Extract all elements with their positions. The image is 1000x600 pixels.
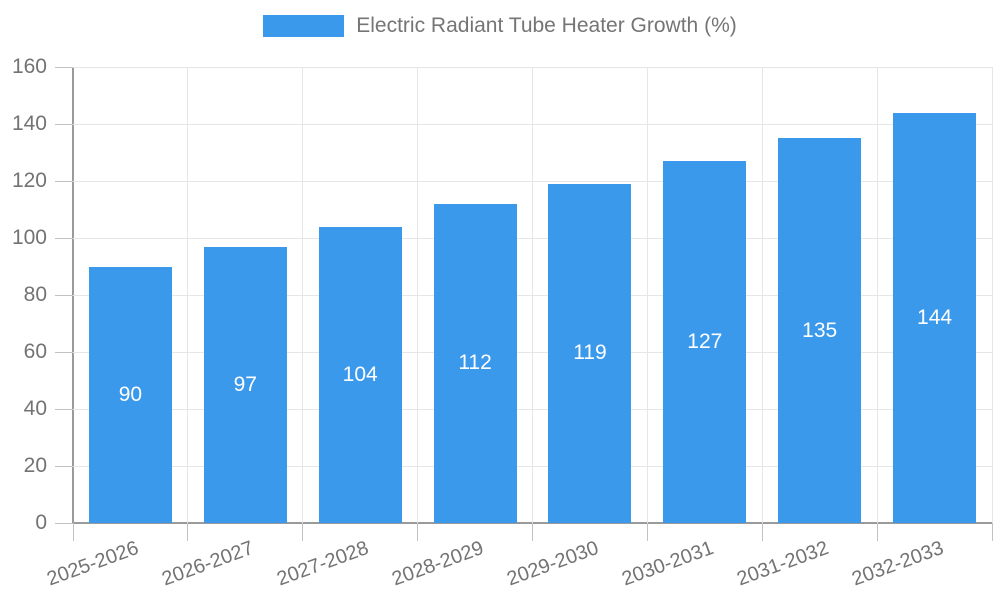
x-axis-tick — [761, 523, 763, 541]
y-axis-tick — [55, 66, 73, 68]
y-axis-tick — [55, 294, 73, 296]
v-gridline — [991, 67, 993, 523]
x-axis-tick — [532, 523, 533, 541]
bar-value-label: 144 — [917, 305, 953, 329]
x-axis-tick-label: 2026-2027 — [159, 537, 257, 591]
bar-value-label: 104 — [342, 362, 378, 386]
bar-value-label: 97 — [233, 372, 257, 396]
legend-swatch-icon — [263, 15, 345, 37]
legend-label: Electric Radiant Tube Heater Growth (%) — [356, 14, 737, 37]
x-axis-tick — [991, 523, 993, 541]
x-axis-tick — [187, 523, 189, 541]
v-gridline — [532, 67, 533, 523]
bar-2028-2029[interactable]: 112 — [433, 203, 517, 523]
x-axis-tick-label: 2032-2033 — [848, 537, 947, 591]
bar-value-label: 135 — [802, 318, 838, 342]
y-axis-tick-label: 60 — [23, 340, 47, 363]
v-gridline — [302, 67, 304, 523]
chart-legend: Electric Radiant Tube Heater Growth (%) — [0, 14, 1000, 38]
x-axis-tick-label: 2029-2030 — [504, 537, 602, 591]
y-axis-tick — [55, 123, 73, 125]
bar-2032-2033[interactable]: 144 — [893, 112, 977, 523]
x-axis-tick-label: 2027-2028 — [274, 537, 372, 591]
legend-item[interactable]: Electric Radiant Tube Heater Growth (%) — [263, 14, 737, 38]
y-axis-tick — [55, 465, 73, 467]
y-axis-tick-label: 0 — [35, 511, 47, 534]
y-axis-tick-label: 20 — [23, 454, 47, 477]
y-axis-tick — [55, 522, 73, 524]
y-axis-tick-label: 140 — [11, 112, 47, 135]
y-axis-tick-label: 120 — [11, 169, 47, 192]
bar-value-label: 127 — [687, 330, 723, 354]
bar-value-label: 90 — [118, 382, 143, 406]
y-axis-tick-label: 100 — [11, 226, 47, 249]
y-axis-tick-label: 40 — [23, 397, 47, 420]
y-axis-tick — [55, 180, 73, 182]
bar-2030-2031[interactable]: 127 — [663, 161, 747, 523]
v-gridline — [417, 67, 419, 523]
x-axis-tick-label: 2025-2026 — [44, 537, 142, 591]
bar-2027-2028[interactable]: 104 — [318, 226, 402, 523]
v-gridline — [187, 67, 189, 523]
x-axis-tick-label: 2028-2029 — [389, 537, 487, 591]
y-axis-tick — [55, 237, 73, 239]
y-axis-tick — [55, 408, 73, 410]
bar-2026-2027[interactable]: 97 — [203, 246, 287, 523]
x-axis-tick — [72, 523, 74, 541]
bar-2025-2026[interactable]: 90 — [88, 266, 172, 523]
bar-2029-2030[interactable]: 119 — [548, 183, 632, 523]
v-gridline — [761, 67, 763, 523]
bar-value-label: 112 — [458, 351, 492, 375]
v-gridline — [646, 67, 648, 523]
x-axis-tick-label: 2030-2031 — [618, 537, 717, 591]
x-axis-tick — [302, 523, 304, 541]
y-axis-tick-label: 80 — [23, 283, 47, 306]
x-axis-tick-label: 2031-2032 — [733, 537, 832, 591]
x-axis-tick — [646, 523, 648, 541]
y-axis-tick-label: 160 — [11, 55, 47, 78]
v-gridline — [876, 67, 878, 523]
plot-area: 0 20 40 60 80 100 120 140 160 90 2025-2026 97 2026-2… — [12, 55, 993, 590]
bar-value-label: 119 — [573, 341, 607, 365]
bar-2031-2032[interactable]: 135 — [778, 138, 862, 523]
x-axis-tick — [417, 523, 419, 541]
y-axis-tick — [55, 351, 73, 353]
x-axis-tick — [876, 523, 878, 541]
